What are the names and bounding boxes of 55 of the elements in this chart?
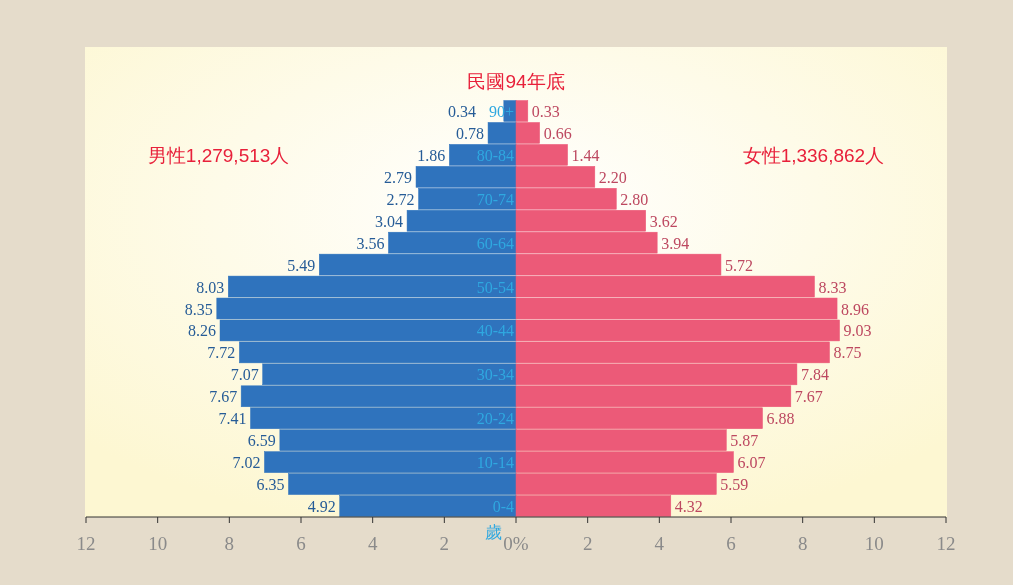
x-tick-label: 10 — [864, 533, 884, 554]
data-label: 0.78 — [456, 124, 485, 142]
data-label: 7.07 — [230, 366, 259, 384]
data-label: 4.32 — [674, 498, 703, 516]
data-label: 2.79 — [384, 168, 413, 186]
x-tick-label: 6 — [296, 533, 306, 554]
text: 歲 — [485, 523, 502, 542]
data-label: 6.35 — [256, 476, 285, 494]
data-label: 0.66 — [543, 124, 572, 142]
data-label: 3.94 — [661, 234, 690, 252]
data-label: 4.92 — [307, 498, 336, 516]
data-label: 6.07 — [737, 454, 766, 472]
data-label: 7.02 — [232, 454, 261, 472]
data-label: 1.44 — [571, 146, 600, 164]
annotation: 女性1,336,862人 — [742, 144, 885, 166]
data-label: 0.33 — [531, 102, 560, 120]
data-label: 2.20 — [598, 168, 627, 186]
x-tick-label: 10 — [148, 533, 168, 554]
annotation: 男性1,279,513人 — [147, 144, 290, 166]
x-tick-label: 0% — [503, 533, 529, 554]
data-label: 7.41 — [218, 410, 247, 428]
data-label: 8.35 — [184, 300, 213, 318]
data-label: 3.04 — [375, 212, 404, 230]
data-label: 0.34 — [448, 102, 476, 120]
data-label: 7.72 — [207, 344, 236, 362]
x-tick-label: 12 — [76, 533, 96, 554]
data-label: 9.03 — [843, 322, 872, 340]
data-label: 7.67 — [794, 388, 823, 406]
data-label: 5.87 — [730, 432, 759, 450]
data-label: 5.59 — [720, 476, 749, 494]
x-tick-label: 12 — [936, 533, 956, 554]
data-label: 3.62 — [649, 212, 678, 230]
data-label: 8.03 — [196, 278, 225, 296]
x-tick-label: 4 — [654, 533, 665, 554]
data-label: 5.72 — [724, 256, 753, 274]
chart-title: 民國94年底 — [467, 71, 565, 92]
data-label: 1.86 — [417, 146, 446, 164]
data-label: 2.80 — [620, 190, 649, 208]
x-tick-label: 2 — [439, 533, 450, 554]
data-label: 6.88 — [766, 410, 795, 428]
data-label: 2.72 — [386, 190, 415, 208]
data-label: 7.84 — [800, 366, 829, 384]
data-label: 8.26 — [188, 322, 217, 340]
data-label: 6.59 — [247, 432, 276, 450]
data-label: 5.49 — [287, 256, 316, 274]
x-tick-label: 8 — [797, 533, 808, 554]
data-label: 8.33 — [818, 278, 847, 296]
data-label: 8.96 — [841, 300, 870, 318]
x-tick-label: 6 — [726, 533, 736, 554]
data-label: 3.56 — [356, 234, 385, 252]
x-tick-label: 4 — [367, 533, 378, 554]
data-label: 8.75 — [833, 344, 862, 362]
data-label: 7.67 — [209, 388, 238, 406]
x-tick-label: 2 — [582, 533, 593, 554]
x-tick-label: 8 — [224, 533, 235, 554]
